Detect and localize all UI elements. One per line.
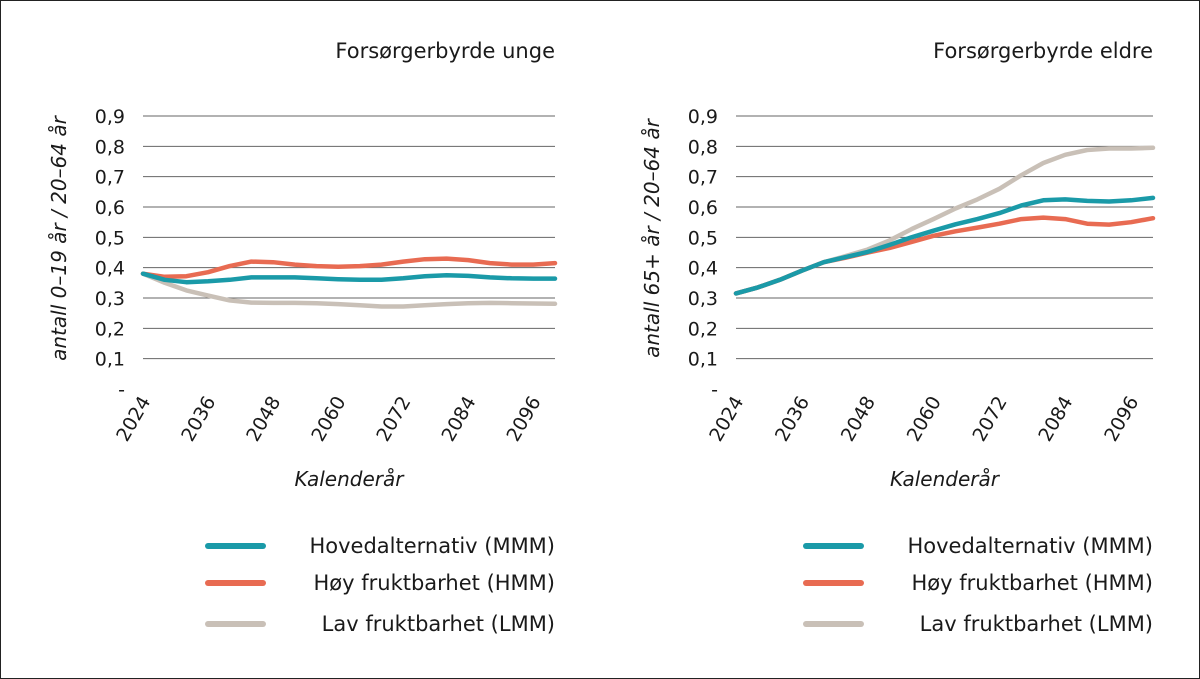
series-line-0 bbox=[733, 195, 1156, 296]
legend-label: Høy fruktbarhet (HMM) bbox=[314, 571, 556, 595]
y-tick-label: 0,7 bbox=[688, 167, 718, 189]
series-line-1 bbox=[140, 256, 558, 280]
y-axis-label: antall 65+ år / 20–64 år bbox=[640, 117, 664, 358]
y-axis-label: antall 0–19 år / 20–64 år bbox=[47, 114, 71, 360]
y-tick-label: 0,2 bbox=[95, 318, 125, 340]
y-tick-label: 0,3 bbox=[688, 288, 718, 310]
x-tick-label: 2060 bbox=[903, 393, 946, 446]
y-tick-label: 0,4 bbox=[688, 258, 718, 280]
x-tick-label: 2072 bbox=[968, 393, 1011, 446]
y-tick-label: 0,3 bbox=[95, 288, 125, 310]
y-tick-label: 0,4 bbox=[95, 258, 125, 280]
y-tick-label: - bbox=[711, 379, 718, 401]
x-tick-label: 2084 bbox=[437, 393, 480, 446]
chart-title: Forsørgerbyrde unge bbox=[335, 39, 555, 63]
legend-label: Høy fruktbarhet (HMM) bbox=[912, 571, 1154, 595]
series-line-0 bbox=[140, 271, 558, 285]
x-axis-label: Kalenderår bbox=[890, 467, 1001, 491]
y-tick-label: - bbox=[118, 379, 125, 401]
x-tick-label: 2084 bbox=[1034, 393, 1077, 446]
legend-label: Lav fruktbarhet (LMM) bbox=[920, 612, 1153, 636]
series-line-2 bbox=[140, 271, 558, 309]
y-tick-label: 0,1 bbox=[95, 349, 125, 371]
y-tick-label: 0,2 bbox=[688, 318, 718, 340]
y-tick-label: 0,5 bbox=[95, 227, 125, 249]
legend-label: Lav fruktbarhet (LMM) bbox=[322, 612, 555, 636]
y-tick-label: 0,8 bbox=[688, 136, 718, 158]
y-tick-label: 0,5 bbox=[688, 227, 718, 249]
legend-label: Hovedalternativ (MMM) bbox=[309, 534, 555, 558]
x-tick-label: 2072 bbox=[372, 393, 415, 446]
x-tick-label: 2048 bbox=[242, 393, 285, 446]
x-tick-label: 2096 bbox=[1100, 393, 1143, 446]
y-tick-label: 0,1 bbox=[688, 349, 718, 371]
y-tick-label: 0,6 bbox=[95, 197, 125, 219]
y-tick-label: 0,8 bbox=[95, 136, 125, 158]
x-tick-label: 2096 bbox=[502, 393, 545, 446]
x-axis-label: Kalenderår bbox=[295, 467, 406, 491]
y-tick-label: 0,6 bbox=[688, 197, 718, 219]
x-tick-label: 2060 bbox=[307, 393, 350, 446]
y-tick-label: 0,7 bbox=[95, 167, 125, 189]
x-tick-label: 2048 bbox=[837, 393, 880, 446]
legend-label: Hovedalternativ (MMM) bbox=[907, 534, 1153, 558]
x-tick-label: 2036 bbox=[177, 393, 220, 446]
x-tick-label: 2036 bbox=[771, 393, 814, 446]
y-tick-label: 0,9 bbox=[95, 106, 125, 128]
y-tick-label: 0,9 bbox=[688, 106, 718, 128]
chart-title: Forsørgerbyrde eldre bbox=[933, 39, 1153, 63]
